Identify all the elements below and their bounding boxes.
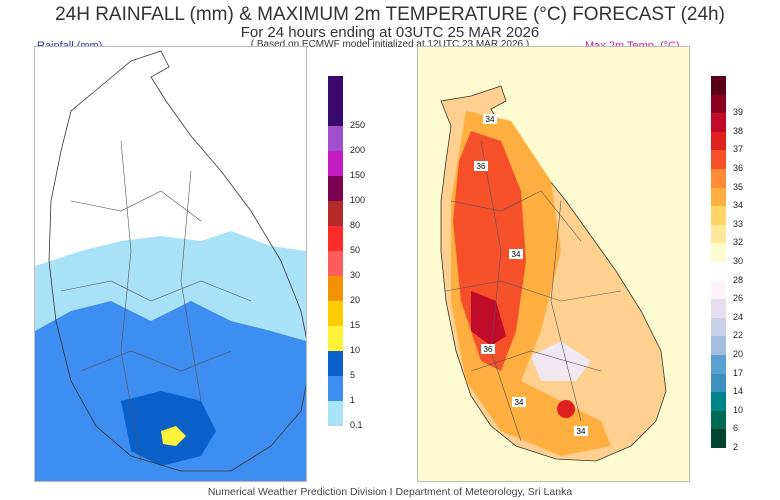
colorbar-tick-label: 0.1 [350, 420, 363, 430]
colorbar-bin [328, 276, 343, 301]
colorbar-tick-label: 80 [350, 220, 361, 230]
colorbar-tick-label: 34 [733, 200, 744, 211]
colorbar-bin [328, 251, 343, 276]
colorbar-bin [711, 392, 726, 411]
contour-label: 34 [509, 249, 523, 259]
colorbar-bin [711, 243, 726, 262]
svg-text:34: 34 [515, 398, 524, 407]
colorbar-bin [328, 176, 343, 201]
colorbar-bin [328, 226, 343, 251]
colorbar-tick-label: 39 [733, 107, 744, 118]
temperature-colorbar [711, 76, 726, 448]
rainfall-colorbar [328, 76, 343, 426]
colorbar-tick-label: 5 [350, 370, 356, 380]
colorbar-bin [711, 336, 726, 355]
colorbar-bin [711, 131, 726, 151]
colorbar-bin [711, 410, 726, 430]
colorbar-bin [711, 224, 726, 244]
colorbar-tick-label: 14 [733, 386, 744, 397]
colorbar-tick-label: 10 [733, 404, 744, 415]
colorbar-bin [711, 280, 726, 300]
colorbar-bin [711, 94, 726, 114]
colorbar-tick-label: 33 [733, 218, 744, 229]
colorbar-bin [328, 376, 343, 401]
sri-lanka-outline [48, 50, 306, 472]
colorbar-bin [711, 261, 726, 281]
colorbar-tick-label: 20 [350, 295, 361, 305]
colorbar-tick-label: 38 [733, 125, 744, 136]
colorbar-bin [711, 206, 726, 225]
colorbar-tick-label: 35 [733, 181, 744, 192]
colorbar-bin [328, 326, 343, 351]
colorbar-bin [711, 113, 726, 132]
colorbar-tick-label: 20 [733, 349, 744, 359]
colorbar-tick-label: 37 [733, 144, 744, 155]
colorbar-tick-label: 100 [350, 195, 366, 205]
colorbar-tick-label: 1 [350, 395, 356, 405]
colorbar-tick-label: 6 [733, 423, 739, 434]
colorbar-tick-label: 26 [733, 293, 744, 304]
svg-text:34: 34 [486, 115, 495, 124]
contour-label: 36 [481, 344, 495, 354]
colorbar-tick-label: 22 [733, 330, 744, 341]
svg-text:34: 34 [512, 250, 521, 259]
temp-38-area [471, 291, 506, 346]
colorbar-tick-label: 10 [350, 345, 361, 355]
colorbar-bin [328, 101, 343, 126]
rain-10mm-spot [161, 426, 186, 446]
colorbar-bin [328, 76, 343, 101]
colorbar-bin [711, 187, 726, 207]
contour-label: 34 [483, 114, 497, 124]
colorbar-bin [711, 354, 726, 374]
contour-label: 34 [574, 426, 588, 436]
colorbar-bin [711, 168, 726, 188]
colorbar-tick-label: 28 [733, 274, 744, 285]
svg-text:34: 34 [577, 427, 586, 436]
colorbar-bin [711, 299, 726, 318]
temp-cool-area [531, 341, 591, 381]
colorbar-bin [328, 351, 343, 376]
colorbar-bin [328, 401, 343, 426]
colorbar-bin [711, 150, 726, 169]
colorbar-tick-label: 2 [733, 442, 739, 452]
temperature-map: 34 36 34 36 34 34 [417, 46, 690, 482]
contour-label: 36 [474, 161, 488, 171]
colorbar-tick-label: 30 [733, 256, 744, 266]
district-boundaries [445, 140, 622, 442]
colorbar-tick-label: 30 [350, 270, 361, 280]
colorbar-tick-label: 17 [733, 367, 744, 378]
model-note: ( Based on ECMWF model initialized at 12… [250, 39, 530, 50]
district-boundaries [60, 140, 252, 462]
colorbar-tick-label: 150 [350, 170, 366, 180]
colorbar-bin [328, 201, 343, 226]
colorbar-tick-label: 50 [350, 245, 361, 255]
colorbar-bin [711, 317, 726, 337]
footer-credit: Numerical Weather Prediction Division I … [207, 486, 573, 498]
colorbar-tick-label: 36 [733, 163, 744, 173]
temperature-map-svg: 34 36 34 36 34 34 [418, 47, 689, 481]
colorbar-bin [711, 373, 726, 393]
contour-labels: 34 36 34 36 34 34 [474, 114, 588, 436]
colorbar-bin [711, 429, 726, 448]
rainfall-map [34, 46, 307, 482]
temp-hot-spot [557, 400, 575, 418]
colorbar-bin [328, 151, 343, 176]
svg-text:36: 36 [484, 345, 493, 354]
colorbar-bin [711, 76, 726, 95]
colorbar-tick-label: 24 [733, 311, 744, 322]
rainfall-map-svg [35, 47, 306, 481]
colorbar-bin [328, 126, 343, 151]
subtitle: For 24 hours ending at 03UTC 25 MAR 2026 [240, 24, 540, 41]
svg-text:36: 36 [477, 162, 486, 171]
colorbar-bin [328, 301, 343, 326]
main-title: 24H RAINFALL (mm) & MAXIMUM 2m TEMPERATU… [55, 4, 725, 25]
contour-label: 34 [512, 397, 526, 407]
colorbar-tick-label: 250 [350, 120, 366, 130]
colorbar-tick-label: 200 [350, 145, 366, 155]
colorbar-tick-label: 32 [733, 237, 744, 248]
rain-moderate-area [35, 301, 306, 481]
colorbar-tick-label: 15 [350, 320, 361, 330]
